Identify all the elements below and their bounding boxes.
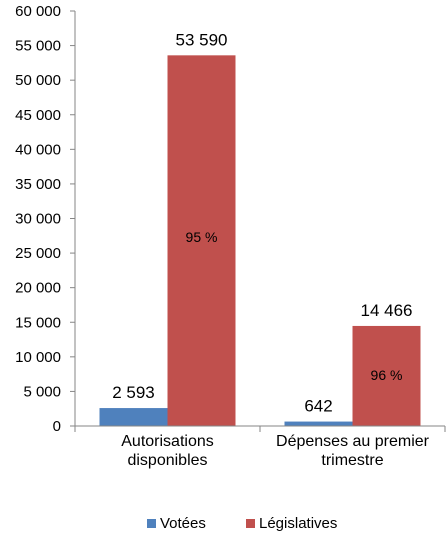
share-label: 95 % — [186, 229, 218, 245]
bar-legislatives — [352, 325, 421, 426]
y-tick-label: 50 000 — [15, 72, 61, 89]
bar-votees — [284, 421, 353, 426]
y-tick-label: 20 000 — [15, 280, 61, 297]
y-tick-label: 25 000 — [15, 245, 61, 262]
y-tick-label: 15 000 — [15, 314, 61, 331]
y-tick-label: 0 — [53, 418, 61, 435]
data-label: 2 593 — [112, 383, 155, 402]
category-label: Dépenses au premier trimestre — [276, 433, 430, 469]
y-tick-label: 60 000 — [15, 3, 61, 20]
legend-swatch — [147, 519, 156, 528]
data-label: 53 590 — [176, 30, 228, 49]
category-label-line: trimestre — [321, 452, 383, 469]
category-label-line: Autorisations — [121, 433, 214, 450]
x-axis: Autorisations disponibles Dépenses au prem… — [74, 425, 446, 469]
bar-votees — [99, 408, 168, 426]
y-tick-label: 35 000 — [15, 176, 61, 193]
share-label: 96 % — [371, 367, 403, 383]
bar-legislatives — [167, 55, 236, 426]
category-label: Autorisations disponibles — [121, 433, 214, 469]
bars — [99, 55, 421, 426]
y-tick-label: 10 000 — [15, 349, 61, 366]
y-tick-label: 55 000 — [15, 38, 61, 55]
data-labels: 2 593 53 590 95 % 642 14 466 96 % — [112, 30, 412, 415]
category-label-line: disponibles — [127, 452, 207, 469]
y-tick-label: 40 000 — [15, 141, 61, 158]
y-tick-label: 30 000 — [15, 211, 61, 228]
data-label: 642 — [304, 397, 332, 416]
legend: Votées Législatives — [147, 515, 337, 532]
legend-label: Votées — [160, 515, 206, 532]
y-tick-label: 5 000 — [23, 383, 61, 400]
y-axis: 0 5 000 10 000 15 000 20 000 25 000 30 000 35 0… — [15, 3, 76, 435]
y-tick-label: 45 000 — [15, 107, 61, 124]
legend-swatch — [246, 519, 255, 528]
category-label-line: Dépenses au premier — [276, 433, 430, 450]
legend-label: Législatives — [259, 515, 337, 532]
data-label: 14 466 — [361, 301, 413, 320]
